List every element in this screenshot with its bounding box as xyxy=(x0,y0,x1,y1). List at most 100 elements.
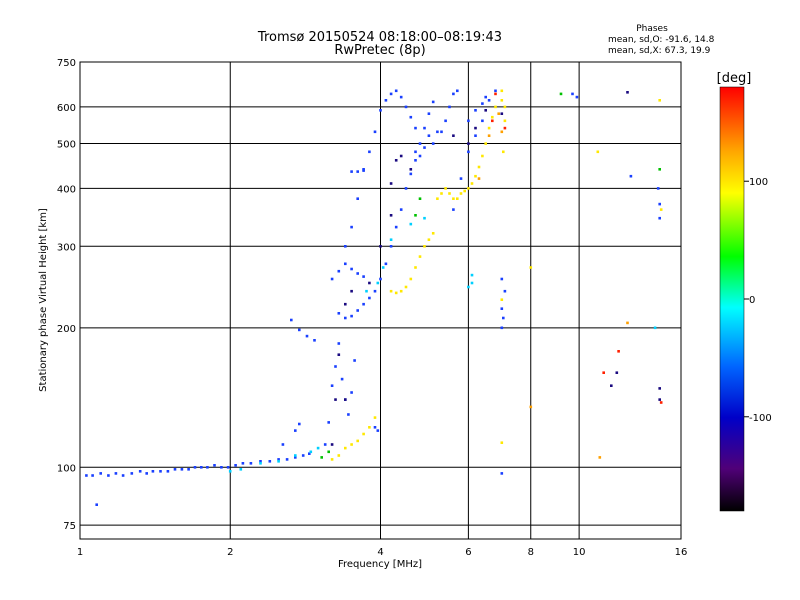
data-point xyxy=(373,426,377,429)
data-point xyxy=(362,275,365,278)
data-point xyxy=(376,429,380,432)
data-point xyxy=(423,245,426,248)
data-point xyxy=(166,470,170,473)
x-tick-label: 2 xyxy=(227,547,233,558)
data-point xyxy=(268,460,272,463)
data-point xyxy=(529,266,533,269)
data-point xyxy=(484,142,487,145)
data-point xyxy=(213,464,216,467)
data-point xyxy=(327,421,330,424)
data-point xyxy=(602,371,605,374)
data-point xyxy=(484,109,487,112)
data-point xyxy=(626,91,629,94)
data-point xyxy=(500,326,504,330)
axis-ticks: 1 2 4 6 8 10 16 75 100 200 300 400 500 600 750 xyxy=(57,58,687,558)
data-point xyxy=(130,472,134,475)
data-point xyxy=(173,468,177,471)
data-point xyxy=(494,105,497,109)
data-point xyxy=(418,255,422,258)
data-point xyxy=(159,470,162,473)
data-point xyxy=(427,112,431,115)
data-point xyxy=(481,119,484,123)
data-point xyxy=(503,289,507,293)
data-point xyxy=(298,328,301,332)
data-point xyxy=(467,142,470,145)
data-point xyxy=(487,99,491,102)
data-point xyxy=(373,289,377,293)
data-point xyxy=(220,466,223,469)
data-point xyxy=(481,154,484,158)
data-point xyxy=(474,126,477,130)
data-point xyxy=(368,426,371,429)
data-point xyxy=(474,134,477,137)
data-point xyxy=(145,472,148,475)
data-point xyxy=(356,439,359,443)
data-point xyxy=(440,130,443,134)
colorbar-tick-label: 0 xyxy=(749,295,755,306)
data-point xyxy=(459,177,463,180)
data-point xyxy=(658,398,661,401)
data-point xyxy=(436,130,439,134)
data-point xyxy=(91,474,94,477)
data-point xyxy=(399,289,403,293)
data-point xyxy=(373,416,377,419)
data-point xyxy=(500,277,504,281)
data-point xyxy=(494,92,497,96)
data-point xyxy=(463,189,466,193)
colorbar-label: [deg] xyxy=(717,71,752,86)
data-point xyxy=(467,150,470,154)
data-point xyxy=(368,296,371,300)
data-point xyxy=(656,187,660,190)
data-point xyxy=(344,446,347,450)
data-point xyxy=(659,208,663,211)
y-tick-label: 750 xyxy=(57,58,76,69)
data-point xyxy=(596,150,600,154)
data-point xyxy=(497,112,500,115)
data-point xyxy=(615,371,619,374)
grid-lines xyxy=(80,61,681,539)
data-point xyxy=(629,174,633,178)
data-point xyxy=(409,168,413,171)
data-point xyxy=(384,99,388,102)
data-point xyxy=(337,454,341,457)
data-point xyxy=(309,450,313,454)
x-tick-label: 4 xyxy=(377,547,383,558)
data-point xyxy=(180,468,184,471)
data-point xyxy=(294,429,297,432)
data-point xyxy=(301,454,305,457)
data-point xyxy=(193,466,197,469)
data-point xyxy=(653,326,657,330)
data-point xyxy=(474,109,477,112)
data-point xyxy=(658,202,661,206)
data-point xyxy=(344,262,347,266)
data-point xyxy=(467,187,470,190)
data-point xyxy=(436,197,439,200)
data-point xyxy=(399,95,403,99)
data-point xyxy=(470,182,474,185)
data-point xyxy=(617,350,620,353)
phases-title: Phases xyxy=(636,24,668,34)
data-point xyxy=(470,281,474,285)
data-point xyxy=(474,174,477,178)
data-point xyxy=(228,470,232,473)
data-point xyxy=(394,291,398,295)
data-point xyxy=(376,281,380,285)
data-point xyxy=(337,342,341,345)
data-point xyxy=(344,245,347,248)
data-point xyxy=(350,391,353,394)
data-point xyxy=(85,474,88,477)
data-point xyxy=(121,474,125,477)
data-point xyxy=(259,460,262,463)
data-point xyxy=(350,314,353,318)
data-point xyxy=(344,302,347,306)
data-point xyxy=(610,384,613,387)
data-point xyxy=(294,456,297,459)
data-point xyxy=(320,456,323,459)
data-point xyxy=(330,277,334,281)
data-point xyxy=(151,470,155,473)
data-point xyxy=(491,115,494,119)
data-point xyxy=(350,170,353,173)
data-point xyxy=(327,450,330,454)
data-point xyxy=(399,154,403,158)
